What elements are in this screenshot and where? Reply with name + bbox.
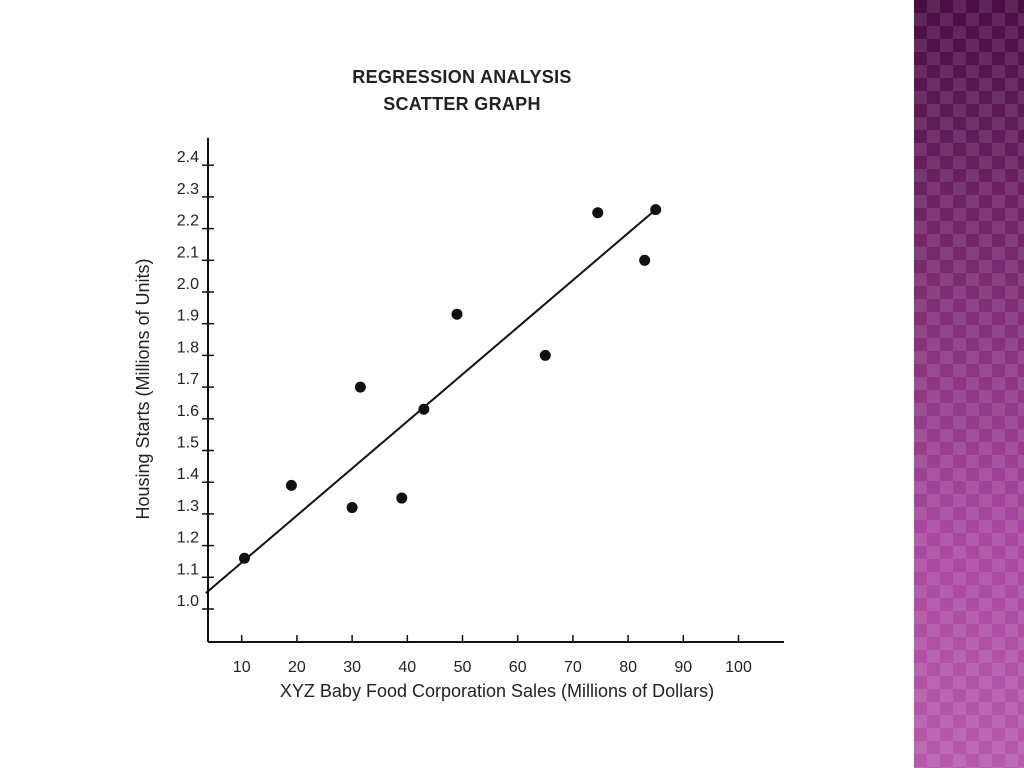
y-tick-label: 1.1 <box>177 561 199 578</box>
data-points <box>238 204 662 564</box>
data-point <box>396 492 408 504</box>
data-point <box>418 403 430 415</box>
decorative-side-band <box>914 0 1024 768</box>
y-tick-label: 1.8 <box>177 339 199 356</box>
y-tick-label: 2.4 <box>177 149 199 166</box>
y-tick-label: 1.4 <box>177 466 199 483</box>
data-point <box>539 349 551 361</box>
x-axis-ticks: 10 20 30 40 50 60 70 80 90 100 <box>233 635 752 676</box>
x-tick-label: 60 <box>509 659 527 676</box>
y-tick-label: 2.1 <box>177 244 199 261</box>
data-point <box>451 308 463 320</box>
y-tick-label: 1.3 <box>177 498 199 515</box>
x-tick-label: 40 <box>398 659 416 676</box>
scatter-chart: REGRESSION ANALYSIS SCATTER GRAPH 1.0 1.1… <box>133 67 784 701</box>
y-tick-label: 1.2 <box>177 530 199 547</box>
x-tick-label: 50 <box>454 659 472 676</box>
y-tick-label: 1.7 <box>177 371 199 388</box>
data-point <box>238 552 250 564</box>
y-tick-label: 2.2 <box>177 213 199 230</box>
x-axis-label: XYZ Baby Food Corporation Sales (Million… <box>280 681 714 701</box>
chart-title-line-1: REGRESSION ANALYSIS <box>352 67 571 87</box>
data-point <box>285 479 297 491</box>
y-tick-label: 2.0 <box>177 276 199 293</box>
y-tick-label: 1.6 <box>177 403 199 420</box>
x-tick-label: 10 <box>233 659 251 676</box>
y-tick-label: 2.3 <box>177 181 199 198</box>
x-tick-label: 20 <box>288 659 306 676</box>
data-point <box>346 502 358 514</box>
slide: REGRESSION ANALYSIS SCATTER GRAPH 1.0 1.1… <box>133 67 784 701</box>
x-tick-label: 30 <box>343 659 361 676</box>
data-point <box>354 381 366 393</box>
y-tick-label: 1.9 <box>177 308 199 325</box>
x-tick-label: 100 <box>725 659 752 676</box>
data-point <box>639 254 651 266</box>
x-tick-label: 70 <box>564 659 582 676</box>
y-tick-label: 1.0 <box>177 593 199 610</box>
y-tick-label: 1.5 <box>177 435 199 452</box>
y-axis-ticks: 1.0 1.1 1.2 1.3 1.4 1.5 1.6 1.7 1.8 1.9 2.0 2.1 2.2 2… <box>177 149 214 610</box>
chart-title-line-2: SCATTER GRAPH <box>383 94 541 114</box>
x-tick-label: 90 <box>674 659 692 676</box>
x-tick-label: 80 <box>619 659 637 676</box>
regression-line <box>205 208 657 594</box>
y-axis-label: Housing Starts (Millions of Units) <box>133 258 153 519</box>
data-point <box>650 204 662 216</box>
data-point <box>592 207 604 219</box>
